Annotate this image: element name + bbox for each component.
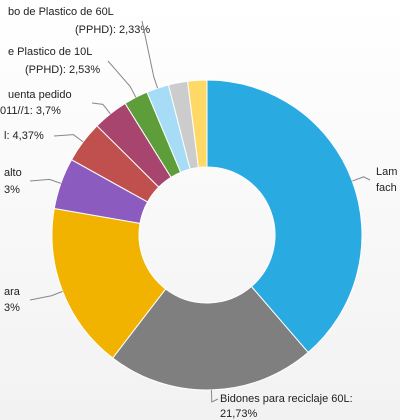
leader-line — [29, 178, 62, 184]
leader-line — [29, 290, 63, 301]
slice-label: uenta pedido — [8, 89, 72, 101]
slice-label: fach — [376, 182, 397, 194]
leader-line — [352, 176, 371, 182]
slice-label: ara — [4, 286, 21, 298]
slice — [187, 79, 208, 169]
leader-line — [53, 134, 84, 143]
leader-line — [210, 389, 219, 403]
slice-label: e Plastico de 10L — [8, 46, 92, 58]
slice — [206, 79, 363, 354]
slice-label: 011//1: 3,7% — [0, 105, 61, 117]
slice — [51, 207, 167, 359]
slice-label: alto — [4, 167, 22, 179]
slice-label: (PPHD): 2,33% — [75, 24, 150, 36]
slice-label: Lam — [376, 166, 397, 178]
leader-line — [141, 20, 159, 89]
slice-label: bo de Plastico de 60L — [8, 6, 114, 18]
slice-label: l: 4,37% — [4, 130, 44, 142]
slice — [111, 285, 309, 391]
slice-label: 3% — [4, 184, 20, 196]
slice-label: Bidones para reciclaje 60L: — [220, 393, 353, 405]
slice-label: 21,73% — [220, 408, 258, 420]
leader-line — [91, 102, 111, 115]
slice-label: 3% — [4, 302, 20, 314]
leader-line — [107, 60, 137, 98]
slice-label: (PPHD): 2,53% — [25, 64, 100, 76]
